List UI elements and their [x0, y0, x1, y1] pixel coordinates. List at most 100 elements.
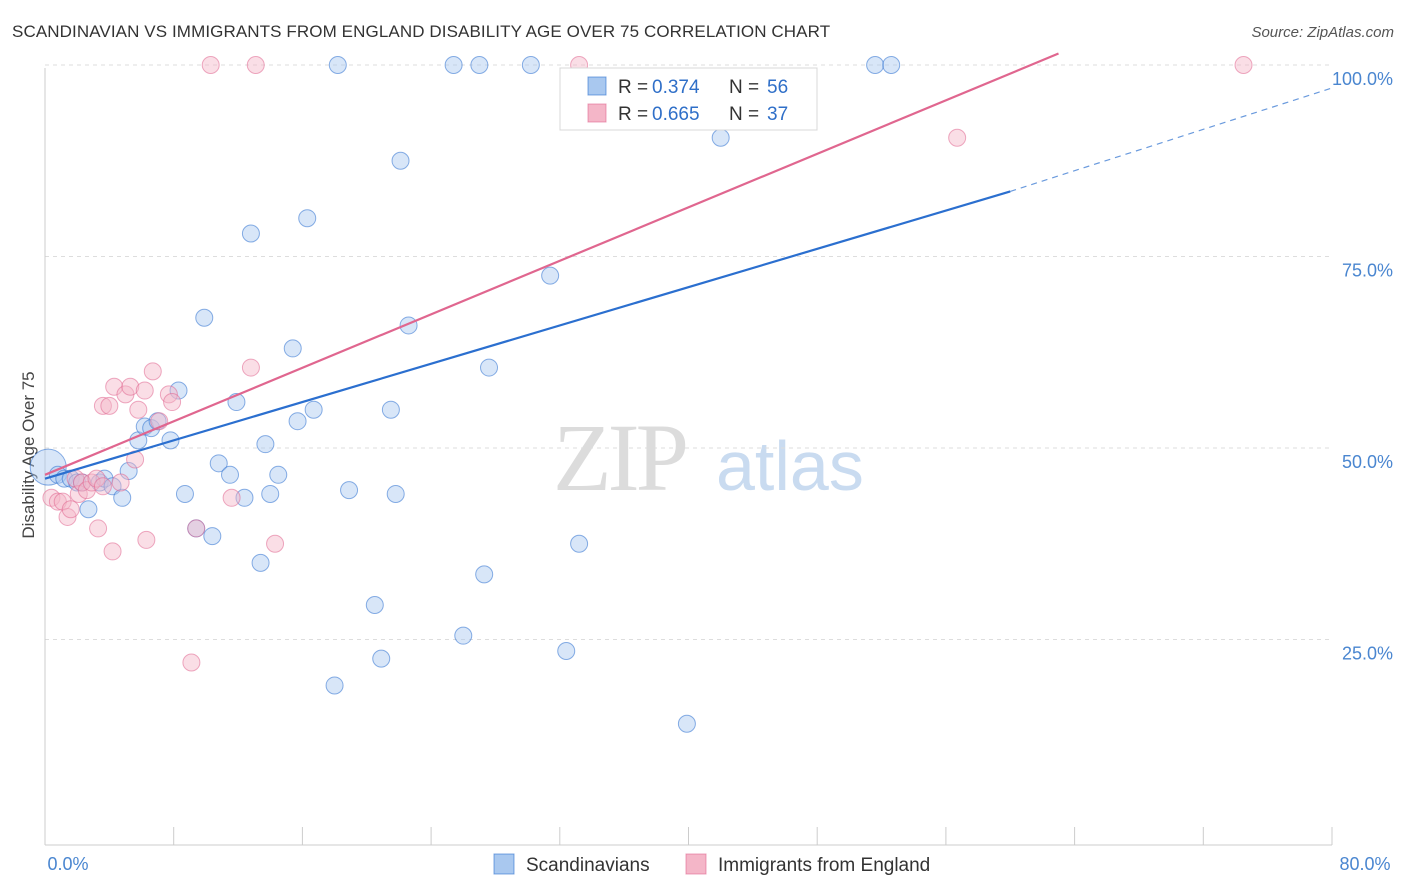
point-scandinavians	[235, 488, 254, 507]
point-immigrants-england	[100, 396, 119, 415]
point-immigrants-england	[93, 477, 112, 496]
point-scandinavians	[340, 481, 359, 500]
chart-title: SCANDINAVIAN VS IMMIGRANTS FROM ENGLAND …	[12, 22, 831, 41]
point-immigrants-england	[89, 519, 108, 538]
legend-swatch	[587, 76, 607, 96]
point-immigrants-england	[246, 56, 265, 74]
legend-n-value: 56	[767, 77, 788, 98]
point-immigrants-england	[948, 128, 967, 147]
y-tick-label: 100.0%	[1332, 69, 1393, 89]
point-immigrants-england	[121, 377, 140, 396]
watermark-zip: ZIP	[553, 404, 686, 511]
legend-r-value: 0.374	[652, 77, 700, 98]
trend-line-scandinavians	[44, 190, 1011, 480]
legend-swatch	[587, 103, 607, 123]
grid	[45, 64, 1332, 640]
point-scandinavians	[444, 56, 463, 74]
point-immigrants-england	[93, 396, 112, 415]
y-tick-label: 25.0%	[1342, 644, 1393, 664]
bottom-legend-swatch	[685, 853, 707, 875]
point-immigrants-england	[182, 653, 201, 672]
point-scandinavians	[381, 400, 400, 419]
x-tick-label: 0.0%	[47, 854, 88, 874]
bottom-legend-swatch	[493, 853, 515, 875]
point-scandinavians	[541, 266, 560, 285]
point-scandinavians	[241, 224, 260, 243]
point-scandinavians	[203, 527, 222, 546]
point-immigrants-england	[103, 542, 122, 561]
point-immigrants-england	[61, 500, 80, 519]
point-scandinavians	[79, 500, 98, 519]
point-scandinavians	[475, 565, 494, 584]
point-scandinavians	[283, 339, 302, 358]
legend-r-label: R =	[618, 104, 648, 125]
point-scandinavians	[866, 56, 885, 74]
point-scandinavians	[521, 56, 540, 74]
axes	[44, 68, 1333, 846]
point-immigrants-england	[129, 400, 148, 419]
point-scandinavians	[195, 308, 214, 327]
point-scandinavians	[570, 534, 589, 553]
data-points	[29, 56, 1253, 733]
point-scandinavians	[298, 209, 317, 228]
bottom-legend-label: Immigrants from England	[718, 855, 930, 876]
point-scandinavians	[304, 400, 323, 419]
legend-n-value: 37	[767, 104, 788, 125]
point-scandinavians	[882, 56, 901, 74]
point-immigrants-england	[187, 519, 206, 538]
point-scandinavians	[175, 484, 194, 503]
point-scandinavians	[454, 626, 473, 645]
legend-r-label: R =	[618, 77, 648, 98]
x-tick-label: 80.0%	[1339, 854, 1390, 874]
point-immigrants-england	[241, 358, 260, 377]
trend-extension-scandinavians	[1010, 87, 1333, 192]
point-immigrants-england	[163, 393, 182, 412]
legend-r-value: 0.665	[652, 104, 700, 125]
point-scandinavians	[288, 412, 307, 431]
point-scandinavians	[328, 56, 347, 74]
trend-lines	[44, 52, 1333, 480]
point-scandinavians	[209, 454, 228, 473]
point-immigrants-england	[137, 530, 156, 549]
y-tick-label: 50.0%	[1342, 452, 1393, 472]
legend-n-label: N =	[729, 104, 759, 125]
point-scandinavians	[261, 484, 280, 503]
point-immigrants-england	[87, 469, 106, 488]
trend-line-immigrants-england	[44, 52, 1059, 476]
point-scandinavians	[325, 676, 344, 695]
point-immigrants-england	[143, 362, 162, 381]
x-tick-labels: 0.0% 80.0%	[47, 854, 1390, 874]
y-tick-labels: 25.0% 50.0% 75.0% 100.0%	[1332, 69, 1393, 664]
point-scandinavians	[391, 151, 410, 170]
point-scandinavians	[711, 128, 730, 147]
point-scandinavians	[480, 358, 499, 377]
point-scandinavians	[677, 714, 696, 733]
legend-n-label: N =	[729, 77, 759, 98]
point-scandinavians	[113, 488, 132, 507]
watermark-atlas: atlas	[716, 427, 864, 505]
legend: R = 0.374 N = 56 R = 0.665 N = 37	[559, 67, 818, 131]
point-immigrants-england	[266, 534, 285, 553]
bottom-legend: Scandinavians Immigrants from England	[493, 853, 930, 876]
source-label: Source: ZipAtlas.com	[1251, 24, 1394, 41]
point-scandinavians	[256, 435, 275, 454]
point-scandinavians	[269, 465, 288, 484]
point-immigrants-england	[201, 56, 220, 74]
point-immigrants-england	[222, 488, 241, 507]
bottom-legend-label: Scandinavians	[526, 855, 650, 876]
point-scandinavians	[251, 553, 270, 572]
point-scandinavians	[221, 465, 240, 484]
point-scandinavians	[169, 381, 188, 400]
point-scandinavians	[557, 641, 576, 660]
point-immigrants-england	[1234, 56, 1253, 74]
point-scandinavians	[386, 484, 405, 503]
point-immigrants-england	[135, 381, 154, 400]
y-axis-label: Disability Age Over 75	[19, 371, 38, 538]
watermark: ZIP atlas	[553, 404, 864, 511]
point-scandinavians	[372, 649, 391, 668]
point-immigrants-england	[111, 473, 130, 492]
y-tick-label: 75.0%	[1342, 261, 1393, 281]
point-scandinavians	[365, 596, 384, 615]
point-scandinavians	[470, 56, 489, 74]
